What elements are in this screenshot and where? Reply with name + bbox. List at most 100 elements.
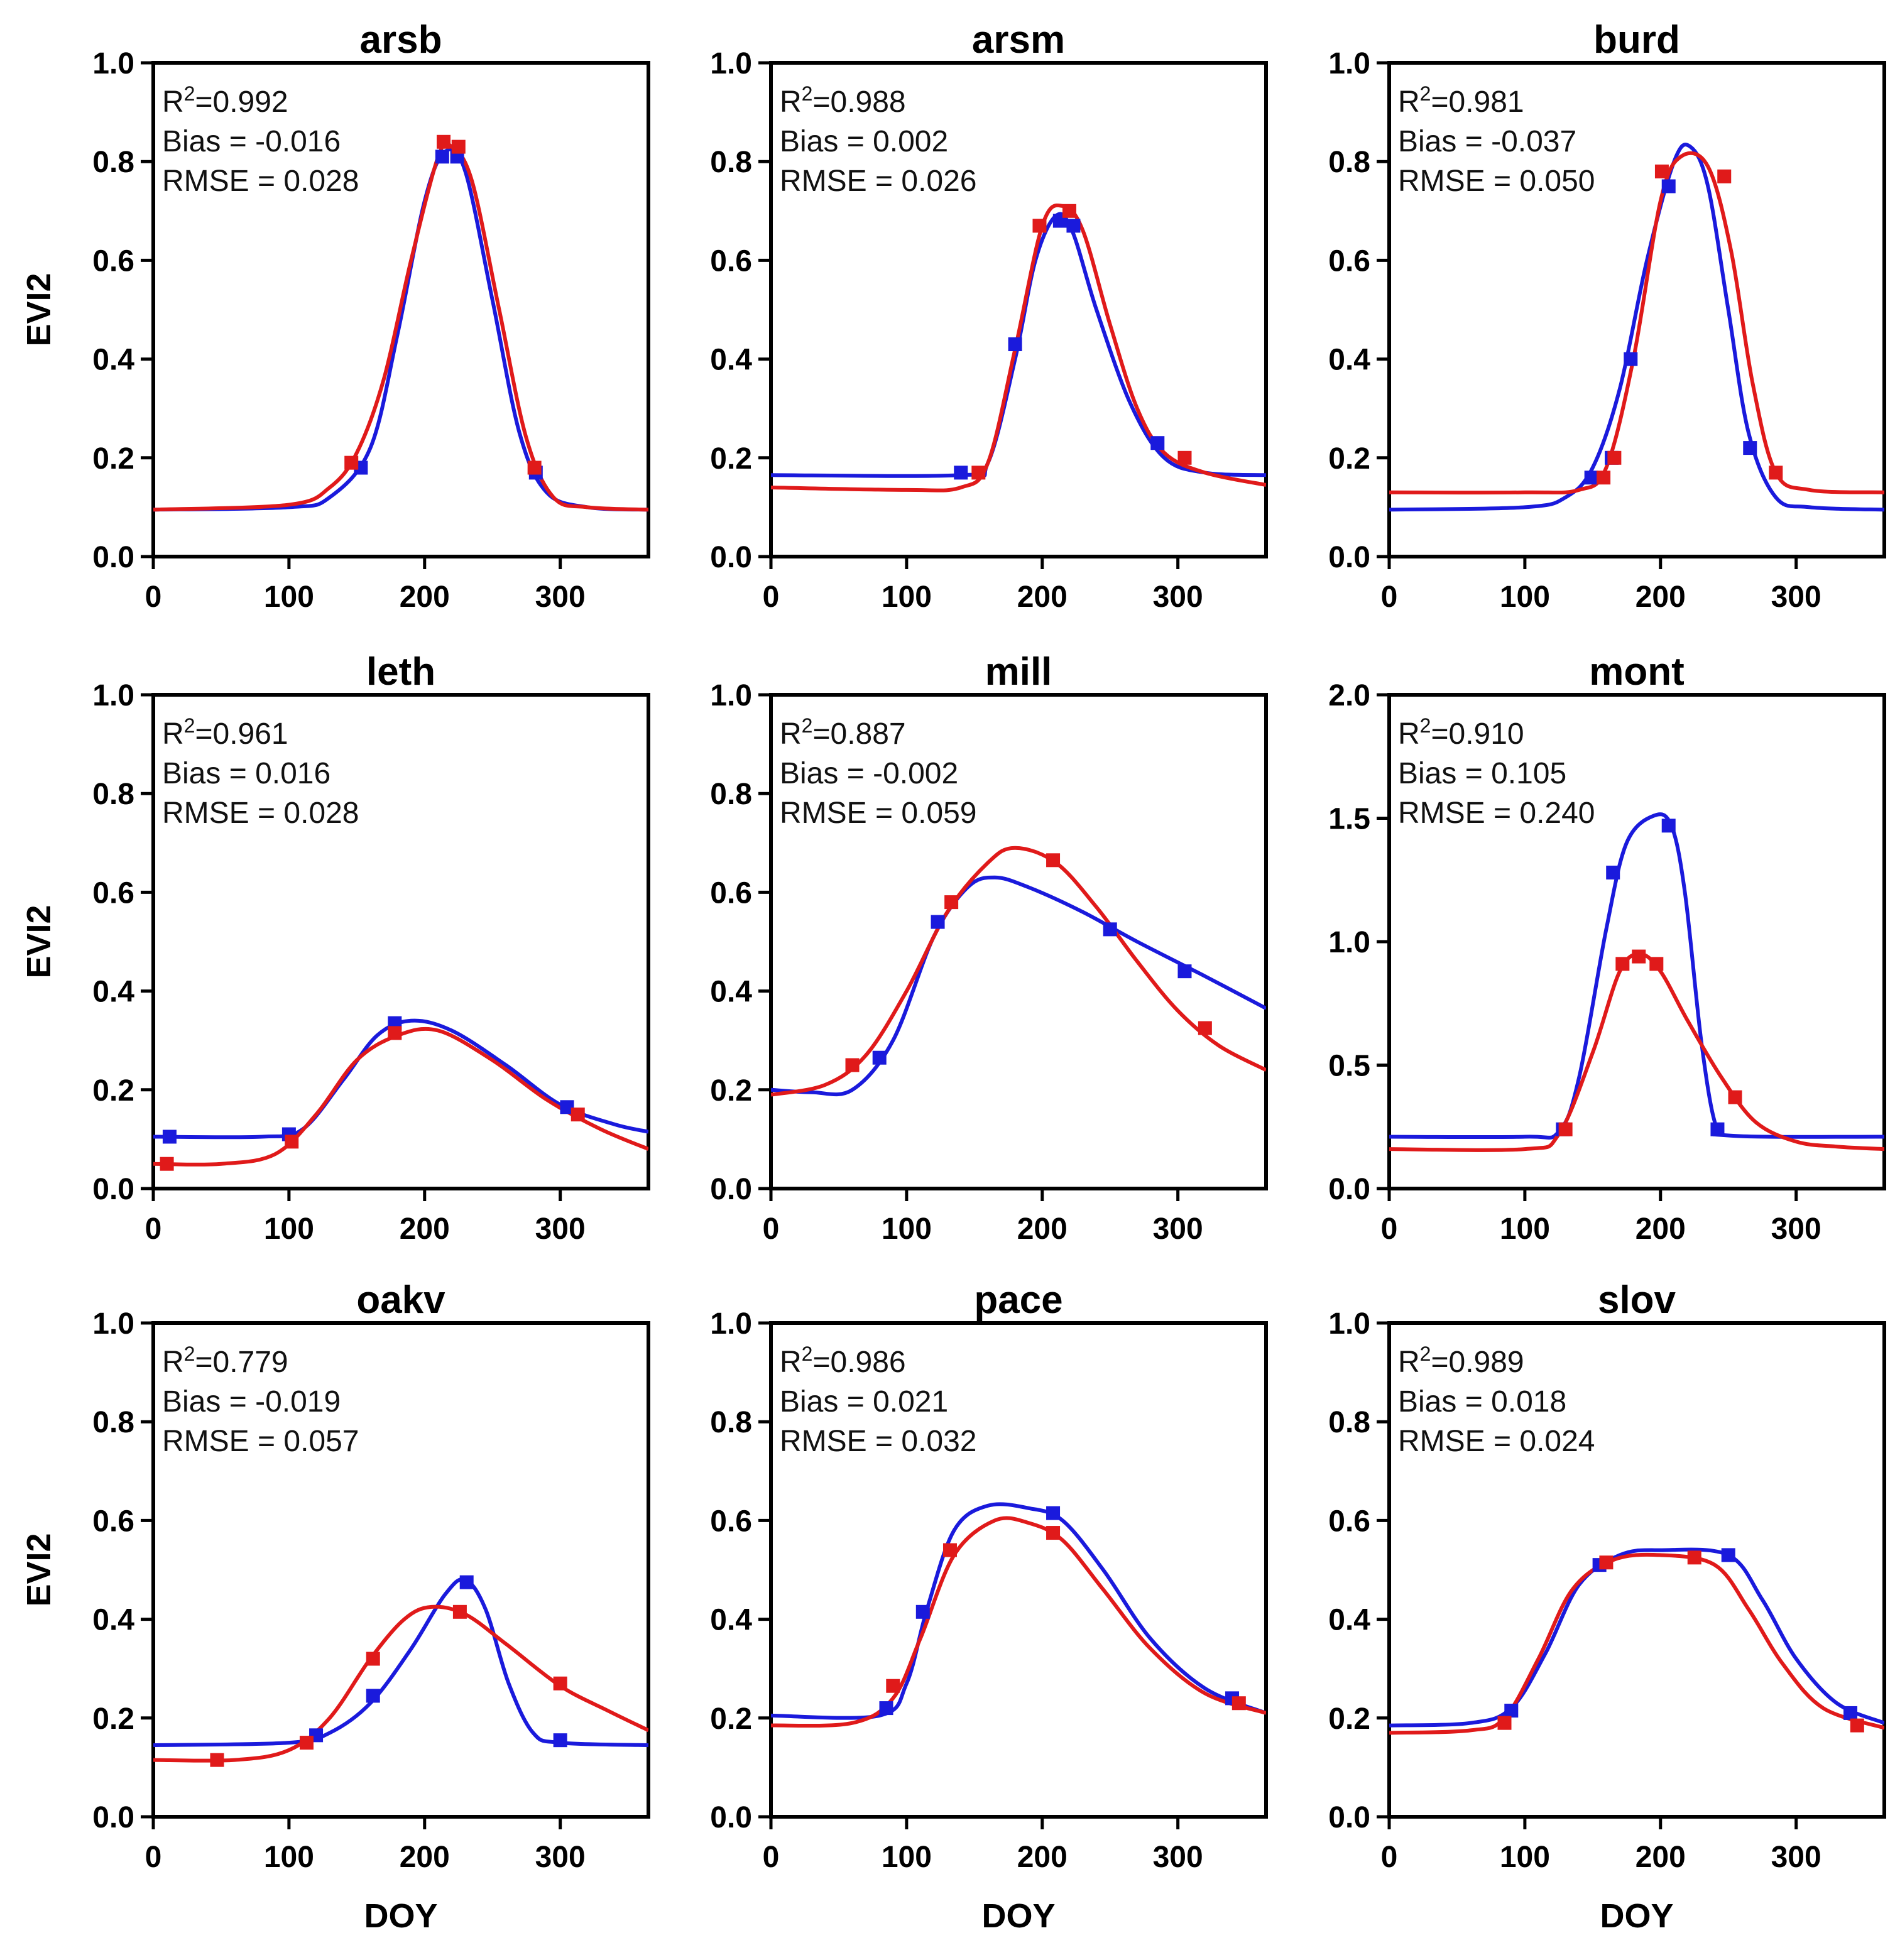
x-tick-label: 200 bbox=[1017, 1212, 1068, 1246]
series-line-red bbox=[1389, 151, 1884, 495]
plot-area bbox=[153, 1018, 648, 1167]
series-line-red bbox=[153, 1026, 648, 1167]
y-tick-label: 0.2 bbox=[1328, 442, 1370, 476]
panel-slov: slov 0 100 200 300 0.0 0.2 0.4 0.6 0.8 1.0 DOY R2=0.… bbox=[1328, 1278, 1886, 1935]
data-point-blue bbox=[1103, 922, 1117, 937]
r2-label: R2=0.779 bbox=[162, 1342, 288, 1379]
y-tick-label: 0.0 bbox=[710, 1173, 752, 1206]
data-point-blue bbox=[553, 1733, 567, 1748]
plot-area bbox=[1389, 143, 1884, 512]
y-tick-label: 0.6 bbox=[1328, 1505, 1370, 1538]
y-tick-label: 0.6 bbox=[1328, 244, 1370, 278]
y-tick-label: 0.2 bbox=[710, 1074, 752, 1108]
y-tick-label: 0.4 bbox=[710, 1604, 752, 1637]
y-tick-label: 0.0 bbox=[1328, 1173, 1370, 1206]
y-tick-label: 0.8 bbox=[92, 778, 134, 811]
y-axis-label: EVI2 bbox=[20, 1533, 58, 1606]
panel-pace: pace 0 100 200 300 0.0 0.2 0.4 0.6 0.8 1.0 DOY R2=0.… bbox=[710, 1278, 1268, 1935]
data-point-blue bbox=[1843, 1706, 1858, 1720]
series-line-red bbox=[1389, 952, 1884, 1152]
x-tick-label: 300 bbox=[1153, 1841, 1203, 1874]
bias-label: Bias = 0.002 bbox=[780, 125, 948, 158]
data-point-red bbox=[886, 1679, 900, 1693]
data-point-red bbox=[1632, 949, 1646, 964]
y-tick-label: 0.5 bbox=[1328, 1050, 1370, 1083]
r2-label: R2=0.981 bbox=[1398, 82, 1524, 119]
y-tick-label: 0.2 bbox=[710, 1702, 752, 1736]
x-tick-label: 0 bbox=[145, 1841, 162, 1874]
bias-label: Bias = -0.037 bbox=[1398, 125, 1576, 158]
plot-frame bbox=[151, 1321, 650, 1819]
x-tick-label: 200 bbox=[400, 1841, 450, 1874]
panel-title: pace bbox=[974, 1278, 1062, 1322]
x-tick-label: 100 bbox=[264, 1212, 314, 1246]
plot-frame bbox=[769, 61, 1268, 558]
panel-title: mont bbox=[1589, 650, 1685, 694]
panel-mont: mont 0 100 200 300 0.0 0.5 1.0 1.5 2.0 R2=0.910 Bia… bbox=[1328, 650, 1886, 1246]
data-point-red bbox=[971, 466, 986, 480]
y-tick-label: 1.0 bbox=[710, 1307, 752, 1341]
y-tick-label: 0.2 bbox=[92, 442, 134, 476]
bias-label: Bias = 0.018 bbox=[1398, 1385, 1566, 1418]
y-tick-label: 0.2 bbox=[92, 1702, 134, 1736]
data-point-red bbox=[1231, 1696, 1246, 1711]
y-tick-label: 0.8 bbox=[1328, 146, 1370, 179]
y-tick-label: 1.0 bbox=[92, 47, 134, 80]
x-tick-label: 0 bbox=[145, 1212, 162, 1246]
rmse-label: RMSE = 0.026 bbox=[780, 165, 977, 198]
y-tick-label: 1.0 bbox=[1328, 1307, 1370, 1341]
panel-title: burd bbox=[1593, 18, 1680, 62]
rmse-label: RMSE = 0.024 bbox=[1398, 1425, 1595, 1458]
y-tick-label: 0.6 bbox=[710, 876, 752, 910]
data-point-red bbox=[1717, 169, 1732, 183]
data-point-blue bbox=[1661, 179, 1676, 193]
x-tick-label: 200 bbox=[1636, 580, 1686, 614]
data-point-red bbox=[285, 1135, 299, 1149]
data-point-red bbox=[1597, 471, 1611, 485]
x-tick-label: 200 bbox=[400, 580, 450, 614]
series-line-red bbox=[771, 1516, 1266, 1728]
panel-title: oakv bbox=[356, 1278, 445, 1322]
rmse-label: RMSE = 0.240 bbox=[1398, 797, 1595, 830]
data-point-red bbox=[1649, 957, 1664, 971]
data-point-red bbox=[344, 455, 359, 470]
y-tick-label: 0.6 bbox=[710, 244, 752, 278]
y-tick-label: 1.0 bbox=[1328, 926, 1370, 959]
plot-frame bbox=[769, 693, 1268, 1190]
x-tick-label: 100 bbox=[882, 1841, 932, 1874]
bias-label: Bias = 0.021 bbox=[780, 1385, 948, 1418]
series-line-blue bbox=[1389, 143, 1884, 512]
x-tick-label: 0 bbox=[1381, 1212, 1398, 1246]
y-tick-label: 0.0 bbox=[710, 1801, 752, 1834]
data-point-red bbox=[1558, 1122, 1573, 1136]
y-tick-label: 0.2 bbox=[710, 442, 752, 476]
rmse-label: RMSE = 0.032 bbox=[780, 1425, 977, 1458]
bias-label: Bias = -0.002 bbox=[780, 757, 958, 790]
x-tick-label: 0 bbox=[145, 580, 162, 614]
series-line-red bbox=[153, 1604, 648, 1763]
x-tick-label: 200 bbox=[1636, 1841, 1686, 1874]
plot-frame bbox=[1387, 61, 1886, 558]
plot-area bbox=[1389, 812, 1884, 1152]
plot-frame bbox=[151, 693, 650, 1190]
y-tick-label: 0.4 bbox=[92, 344, 134, 377]
data-point-red bbox=[160, 1157, 174, 1171]
data-point-blue bbox=[1046, 1506, 1061, 1520]
data-point-red bbox=[388, 1026, 402, 1040]
data-point-blue bbox=[915, 1604, 930, 1619]
data-point-blue bbox=[1177, 964, 1192, 979]
panel-title: mill bbox=[985, 650, 1052, 694]
data-point-red bbox=[1198, 1021, 1212, 1035]
rmse-label: RMSE = 0.057 bbox=[162, 1425, 359, 1458]
data-point-red bbox=[1607, 450, 1622, 465]
data-point-red bbox=[1062, 204, 1076, 218]
data-point-blue bbox=[879, 1701, 893, 1716]
x-tick-label: 300 bbox=[535, 580, 586, 614]
y-tick-label: 0.0 bbox=[1328, 541, 1370, 574]
y-tick-label: 0.6 bbox=[92, 244, 134, 278]
data-point-red bbox=[299, 1736, 314, 1750]
y-tick-label: 0.0 bbox=[92, 1173, 134, 1206]
x-tick-label: 300 bbox=[535, 1212, 586, 1246]
x-axis-label: DOY bbox=[364, 1897, 437, 1935]
y-tick-label: 0.0 bbox=[1328, 1801, 1370, 1834]
